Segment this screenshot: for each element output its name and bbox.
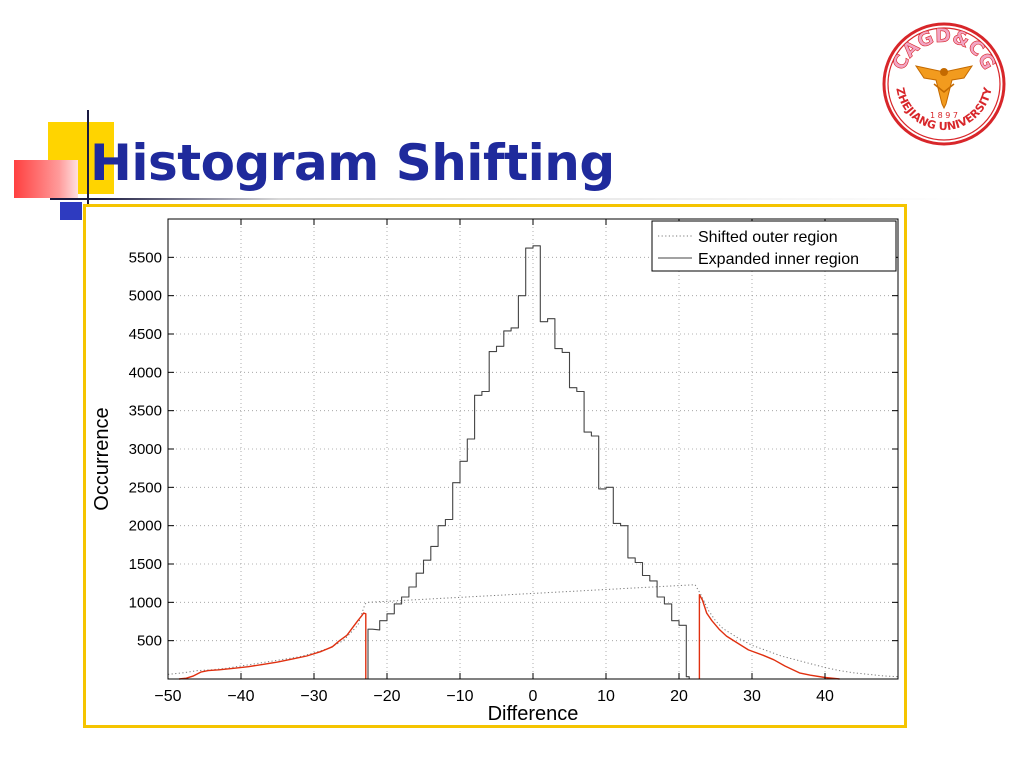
- title-accent-blue: [60, 202, 82, 220]
- title-accent-vertical-line: [87, 110, 89, 214]
- x-tick-label: 10: [597, 688, 615, 705]
- university-logo: CAGD&CG ZHEJIANG UNIVERSITY 1 8 9 7: [882, 22, 1006, 146]
- logo-year: 1 8 9 7: [930, 111, 958, 120]
- series-line-0: [167, 584, 899, 678]
- slide-title: Histogram Shifting: [90, 134, 615, 192]
- x-tick-label: −30: [300, 688, 327, 705]
- title-underline: [50, 198, 966, 200]
- y-axis-label: Occurrence: [91, 407, 113, 510]
- series-layer: [167, 245, 899, 680]
- y-tick-label: 2000: [129, 518, 162, 535]
- legend-label: Shifted outer region: [698, 229, 838, 246]
- y-tick-label: 2500: [129, 479, 162, 496]
- y-tick-label: 1000: [129, 594, 162, 611]
- x-tick-label: 20: [670, 688, 688, 705]
- eagle-emblem-icon: [914, 65, 974, 110]
- y-tick-label: 4000: [129, 364, 162, 381]
- x-tick-label: −10: [446, 688, 473, 705]
- axes: −50 −40 −30 −20 −10 0 10 20 30 40 500 1000 1500 2000 2…: [129, 218, 899, 705]
- x-tick-label: 0: [529, 688, 538, 705]
- y-tick-label: 1500: [129, 556, 162, 573]
- series-line-3: [698, 594, 840, 680]
- legend-label: Expanded inner region: [698, 251, 859, 268]
- legend: Shifted outer region Expanded inner regio…: [651, 220, 897, 272]
- histogram-chart: −50 −40 −30 −20 −10 0 10 20 30 40 500 1000 1500 2000 2…: [91, 218, 899, 725]
- y-tick-label: 4500: [129, 326, 162, 343]
- y-tick-label: 500: [137, 633, 162, 650]
- title-accent-red: [14, 160, 78, 198]
- x-tick-label: −40: [227, 688, 254, 705]
- x-tick-label: −50: [154, 688, 181, 705]
- y-tick-label: 5500: [129, 249, 162, 266]
- y-tick-label: 5000: [129, 288, 162, 305]
- x-tick-label: 40: [816, 688, 834, 705]
- x-tick-label: −20: [373, 688, 400, 705]
- grid: [168, 219, 898, 679]
- series-line-2: [178, 612, 367, 680]
- x-axis-label: Difference: [488, 703, 579, 725]
- chart-frame: −50 −40 −30 −20 −10 0 10 20 30 40 500 1000 1500 2000 2…: [83, 204, 907, 728]
- y-tick-label: 3500: [129, 403, 162, 420]
- x-tick-label: 30: [743, 688, 761, 705]
- y-tick-label: 3000: [129, 441, 162, 458]
- legend-box: [651, 220, 897, 272]
- series-line-1: [367, 245, 690, 679]
